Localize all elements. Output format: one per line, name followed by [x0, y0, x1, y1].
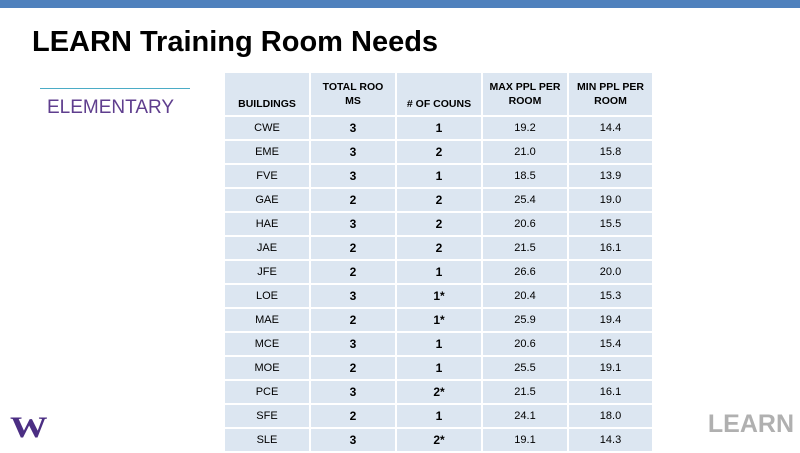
cell-total-rooms: 3: [311, 117, 397, 141]
cell-num-counselors: 2*: [397, 429, 483, 453]
cell-total-rooms: 3: [311, 141, 397, 165]
cell-building: CWE: [225, 117, 311, 141]
cell-building: PCE: [225, 381, 311, 405]
cell-num-counselors: 2*: [397, 381, 483, 405]
table-row: PCE 3 2* 21.5 16.1: [225, 381, 654, 405]
cell-building: SFE: [225, 405, 311, 429]
cell-total-rooms: 3: [311, 333, 397, 357]
learn-brand-text: LEARN: [707, 410, 794, 438]
header-max-ppl: MAX PPL PER ROOM: [483, 73, 569, 117]
cell-max-ppl: 19.2: [483, 117, 569, 141]
cell-min-ppl: 15.4: [569, 333, 654, 357]
cell-max-ppl: 25.9: [483, 309, 569, 333]
table-row: EME 3 2 21.0 15.8: [225, 141, 654, 165]
cell-max-ppl: 24.1: [483, 405, 569, 429]
table-row: MCE 3 1 20.6 15.4: [225, 333, 654, 357]
university-logo: W: [10, 411, 48, 444]
table-row: FVE 3 1 18.5 13.9: [225, 165, 654, 189]
header-buildings: BUILDINGS: [225, 73, 311, 117]
cell-num-counselors: 1: [397, 117, 483, 141]
cell-num-counselors: 1: [397, 165, 483, 189]
table-row: MOE 2 1 25.5 19.1: [225, 357, 654, 381]
table-header-row: BUILDINGS TOTAL ROO MS # OF COUNS MAX PPL…: [225, 73, 654, 117]
cell-max-ppl: 21.0: [483, 141, 569, 165]
cell-num-counselors: 1: [397, 333, 483, 357]
table-row: SFE 2 1 24.1 18.0: [225, 405, 654, 429]
cell-building: GAE: [225, 189, 311, 213]
cell-total-rooms: 2: [311, 237, 397, 261]
cell-min-ppl: 15.5: [569, 213, 654, 237]
cell-num-counselors: 1: [397, 357, 483, 381]
cell-total-rooms: 2: [311, 189, 397, 213]
section-label: ELEMENTARY: [47, 97, 175, 118]
table-row: JFE 2 1 26.6 20.0: [225, 261, 654, 285]
cell-num-counselors: 2: [397, 213, 483, 237]
cell-min-ppl: 15.8: [569, 141, 654, 165]
cell-max-ppl: 21.5: [483, 237, 569, 261]
table-row: HAE 3 2 20.6 15.5: [225, 213, 654, 237]
cell-num-counselors: 2: [397, 141, 483, 165]
table-row: LOE 3 1* 20.4 15.3: [225, 285, 654, 309]
cell-total-rooms: 3: [311, 429, 397, 453]
header-min-ppl: MIN PPL PER ROOM: [569, 73, 654, 117]
cell-num-counselors: 1*: [397, 285, 483, 309]
cell-num-counselors: 1: [397, 261, 483, 285]
cell-min-ppl: 16.1: [569, 237, 654, 261]
slide-title: LEARN Training Room Needs: [32, 26, 439, 58]
cell-num-counselors: 1: [397, 405, 483, 429]
table-row: GAE 2 2 25.4 19.0: [225, 189, 654, 213]
header-total-rooms: TOTAL ROO MS: [311, 73, 397, 117]
cell-total-rooms: 3: [311, 285, 397, 309]
cell-total-rooms: 3: [311, 381, 397, 405]
cell-building: HAE: [225, 213, 311, 237]
cell-max-ppl: 25.4: [483, 189, 569, 213]
cell-min-ppl: 19.1: [569, 357, 654, 381]
cell-min-ppl: 18.0: [569, 405, 654, 429]
cell-max-ppl: 21.5: [483, 381, 569, 405]
cell-max-ppl: 20.6: [483, 213, 569, 237]
cell-min-ppl: 19.4: [569, 309, 654, 333]
cell-total-rooms: 3: [311, 165, 397, 189]
cell-building: SLE: [225, 429, 311, 453]
cell-total-rooms: 3: [311, 213, 397, 237]
cell-total-rooms: 2: [311, 357, 397, 381]
top-accent-bar: [0, 0, 800, 8]
cell-building: MOE: [225, 357, 311, 381]
section-divider: [40, 88, 190, 89]
cell-max-ppl: 20.4: [483, 285, 569, 309]
cell-building: LOE: [225, 285, 311, 309]
cell-max-ppl: 25.5: [483, 357, 569, 381]
cell-num-counselors: 2: [397, 237, 483, 261]
table-row: JAE 2 2 21.5 16.1: [225, 237, 654, 261]
cell-min-ppl: 15.3: [569, 285, 654, 309]
cell-building: JFE: [225, 261, 311, 285]
cell-min-ppl: 13.9: [569, 165, 654, 189]
cell-building: MCE: [225, 333, 311, 357]
cell-max-ppl: 19.1: [483, 429, 569, 453]
table-row: CWE 3 1 19.2 14.4: [225, 117, 654, 141]
cell-total-rooms: 2: [311, 309, 397, 333]
cell-max-ppl: 20.6: [483, 333, 569, 357]
cell-total-rooms: 2: [311, 261, 397, 285]
cell-min-ppl: 20.0: [569, 261, 654, 285]
header-num-counselors: # OF COUNS: [397, 73, 483, 117]
table-row: SLE 3 2* 19.1 14.3: [225, 429, 654, 453]
cell-building: JAE: [225, 237, 311, 261]
cell-num-counselors: 2: [397, 189, 483, 213]
cell-min-ppl: 14.3: [569, 429, 654, 453]
cell-max-ppl: 18.5: [483, 165, 569, 189]
cell-building: EME: [225, 141, 311, 165]
cell-building: FVE: [225, 165, 311, 189]
cell-num-counselors: 1*: [397, 309, 483, 333]
cell-max-ppl: 26.6: [483, 261, 569, 285]
table-row: MAE 2 1* 25.9 19.4: [225, 309, 654, 333]
training-room-table: BUILDINGS TOTAL ROO MS # OF COUNS MAX PPL…: [225, 73, 654, 453]
cell-min-ppl: 19.0: [569, 189, 654, 213]
cell-min-ppl: 16.1: [569, 381, 654, 405]
cell-total-rooms: 2: [311, 405, 397, 429]
cell-min-ppl: 14.4: [569, 117, 654, 141]
cell-building: MAE: [225, 309, 311, 333]
